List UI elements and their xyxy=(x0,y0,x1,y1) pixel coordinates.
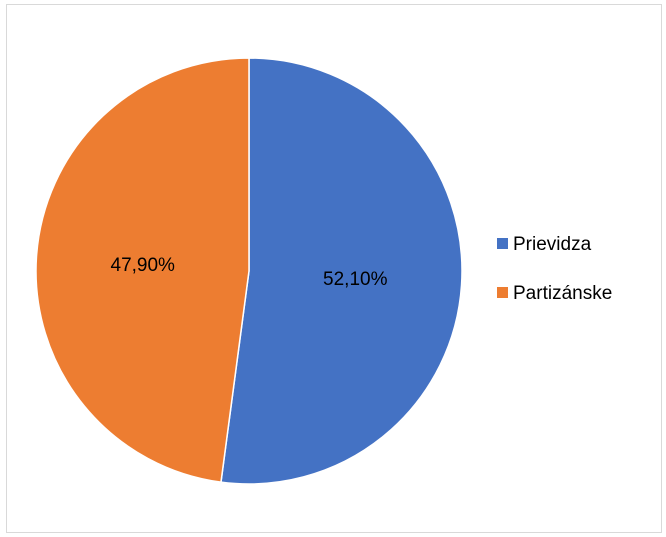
legend-swatch-prievidza xyxy=(497,238,508,249)
legend-label-prievidza: Prievidza xyxy=(513,234,592,255)
pie-slice-prievidza xyxy=(220,57,463,485)
data-label-partizánske: 47,90% xyxy=(111,255,176,276)
pie-slices xyxy=(35,57,463,485)
pie-slice-partizánske xyxy=(35,57,250,483)
legend: Prievidza Partizánske xyxy=(497,234,612,304)
data-label-prievidza: 52,10% xyxy=(323,269,388,290)
data-labels: 52,10% 47,90% xyxy=(111,255,388,290)
legend-swatch-partizánske xyxy=(497,287,508,298)
legend-label-partizánske: Partizánske xyxy=(513,283,612,304)
